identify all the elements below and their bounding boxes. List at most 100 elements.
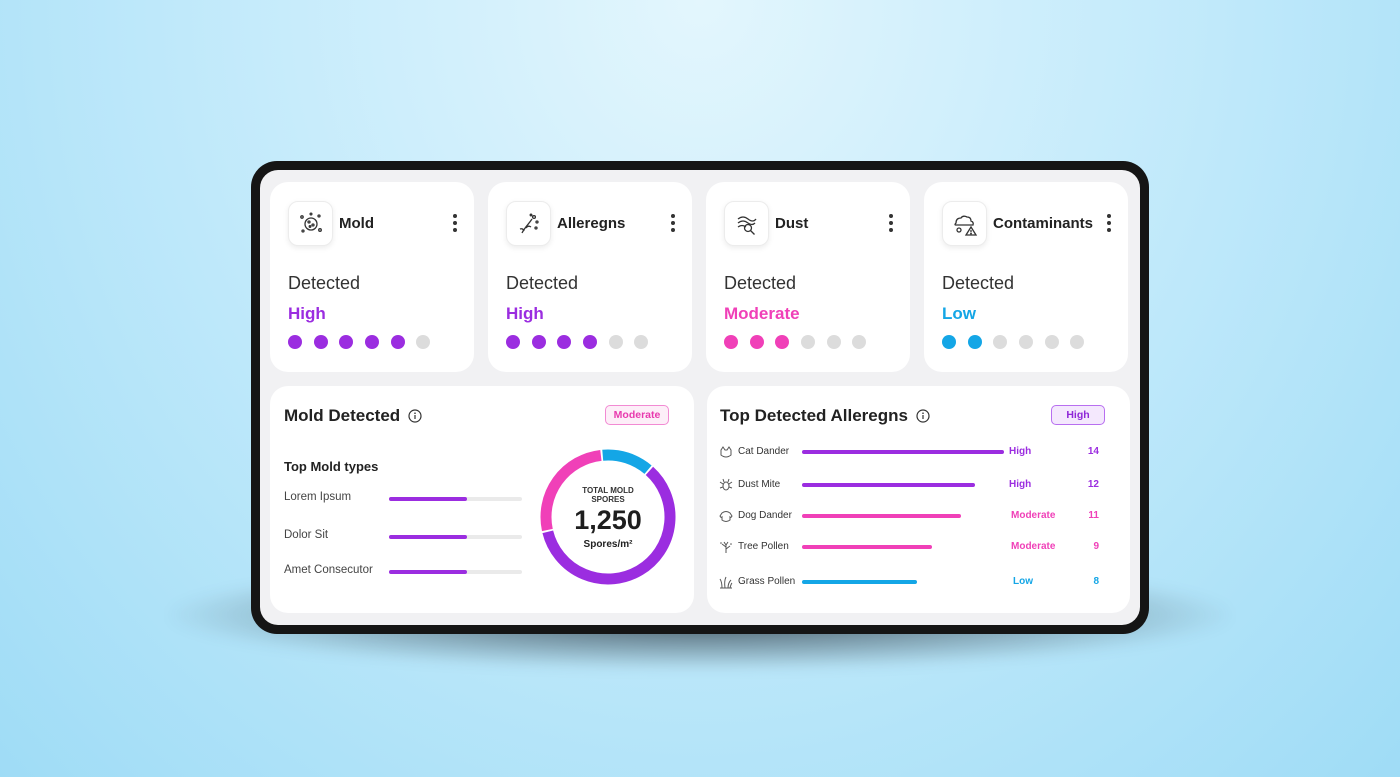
level-dot-active — [313, 335, 328, 349]
donut-center: TOTAL MOLD SPORES 1,250 Spores/m² — [536, 445, 680, 589]
mold-type-label: Amet Consecutor — [284, 564, 373, 576]
allergen-name: Tree Pollen — [738, 541, 789, 552]
level-dot-inactive — [1044, 335, 1059, 349]
dust-mite-icon — [719, 478, 733, 491]
allergen-level: Low — [1013, 576, 1033, 587]
level-dot-active — [775, 335, 790, 349]
status-badge: High — [1051, 405, 1105, 425]
allergen-count: 9 — [1093, 541, 1099, 552]
progress-fill — [389, 570, 468, 574]
mold-type-label: Lorem Ipsum — [284, 491, 352, 503]
allergen-count: 11 — [1088, 510, 1099, 521]
panel-title: Mold Detected — [284, 406, 401, 425]
level-dot-inactive — [993, 335, 1008, 349]
level-dot-active — [583, 335, 598, 349]
allergen-row: Dog Dander Moderate 11 — [719, 508, 1109, 524]
section-subtitle: Top Mold types — [284, 459, 379, 474]
level-dot-active — [390, 335, 405, 349]
tile-level: High — [288, 304, 326, 323]
level-indicator — [506, 335, 660, 349]
info-icon[interactable] — [916, 409, 930, 423]
level-indicator — [942, 335, 1096, 349]
level-indicator — [288, 335, 442, 349]
progress-track — [389, 570, 522, 574]
level-dot-active — [365, 335, 380, 349]
allergens-icon — [506, 201, 551, 246]
level-dot-inactive — [852, 335, 867, 349]
list-item: Amet Consecutor — [284, 564, 524, 580]
allergen-row: Tree Pollen Moderate 9 — [719, 539, 1109, 555]
dog-icon — [719, 511, 733, 522]
list-item: Lorem Ipsum — [284, 491, 524, 507]
grass-pollen-icon — [719, 576, 733, 589]
level-dot-inactive — [608, 335, 623, 349]
allergen-bar — [802, 450, 1004, 454]
top-allergens-panel: Top Detected Alleregns High Cat Dander Hi… — [707, 386, 1130, 613]
donut-label: TOTAL MOLD SPORES — [582, 486, 634, 504]
level-dot-active — [506, 335, 520, 349]
tile-title: Dust — [775, 215, 809, 232]
allergen-row: Cat Dander High 14 — [719, 444, 1109, 460]
contaminants-tile[interactable]: Contaminants Detected Low — [924, 182, 1128, 372]
level-dot-inactive — [634, 335, 649, 349]
allergen-name: Grass Pollen — [738, 576, 796, 587]
level-dot-inactive — [416, 335, 431, 349]
contaminants-icon — [942, 201, 987, 246]
allergens-tile[interactable]: Alleregns Detected High — [488, 182, 692, 372]
list-item: Dolor Sit — [284, 529, 524, 545]
level-dot-active — [749, 335, 764, 349]
mold-tile[interactable]: Mold Detected High — [270, 182, 474, 372]
allergen-level: High — [1009, 446, 1032, 457]
dust-tile[interactable]: Dust Detected Moderate — [706, 182, 910, 372]
more-options-icon[interactable] — [452, 214, 458, 234]
tree-pollen-icon — [720, 541, 732, 553]
allergen-bar — [802, 483, 976, 487]
allergen-bar — [802, 580, 918, 584]
spores-donut-chart — [540, 449, 676, 585]
level-dot-inactive — [1019, 335, 1034, 349]
allergen-name: Cat Dander — [738, 446, 790, 457]
donut-segment-moderate — [540, 449, 602, 532]
progress-fill — [389, 497, 468, 501]
tile-level: High — [506, 304, 544, 323]
allergen-count: 14 — [1087, 446, 1099, 457]
allergen-level: Moderate — [1011, 510, 1056, 521]
tile-title: Contaminants — [993, 215, 1094, 232]
more-options-icon[interactable] — [670, 214, 676, 234]
level-dot-inactive — [801, 335, 816, 349]
tile-title: Alleregns — [557, 215, 626, 232]
allergen-level: Moderate — [1011, 541, 1056, 552]
progress-fill — [389, 535, 468, 539]
mold-type-label: Dolor Sit — [284, 529, 329, 541]
tile-title: Mold — [339, 215, 374, 232]
tile-status: Detected — [506, 273, 579, 293]
level-dot-active — [724, 335, 738, 349]
level-dot-active — [288, 335, 302, 349]
tile-status: Detected — [288, 273, 361, 293]
level-dot-active — [339, 335, 354, 349]
progress-track — [389, 497, 522, 501]
donut-value: 1,250 — [574, 505, 642, 535]
tablet-frame: Mold Detected High Alleregns Detected Hi… — [251, 161, 1149, 634]
info-icon[interactable] — [408, 409, 422, 423]
tile-status: Detected — [724, 273, 797, 293]
dashboard-screen: Mold Detected High Alleregns Detected Hi… — [260, 170, 1140, 625]
allergen-level: High — [1009, 479, 1032, 490]
mold-icon — [288, 201, 333, 246]
more-options-icon[interactable] — [888, 214, 894, 234]
allergen-row: Grass Pollen Low 8 — [719, 574, 1109, 590]
allergen-row: Dust Mite High 12 — [719, 477, 1109, 493]
cat-icon — [720, 446, 732, 458]
status-badge: Moderate — [605, 405, 669, 425]
level-dot-active — [557, 335, 572, 349]
more-options-icon[interactable] — [1106, 214, 1112, 234]
donut-unit: Spores/m² — [583, 539, 633, 550]
allergen-count: 12 — [1087, 479, 1099, 490]
panel-title: Top Detected Alleregns — [720, 406, 908, 425]
allergen-bar — [802, 545, 932, 549]
donut-segment-high — [542, 466, 676, 585]
level-dot-inactive — [826, 335, 841, 349]
allergen-name: Dust Mite — [738, 479, 781, 490]
tile-level: Low — [942, 304, 976, 323]
level-dot-active — [531, 335, 546, 349]
